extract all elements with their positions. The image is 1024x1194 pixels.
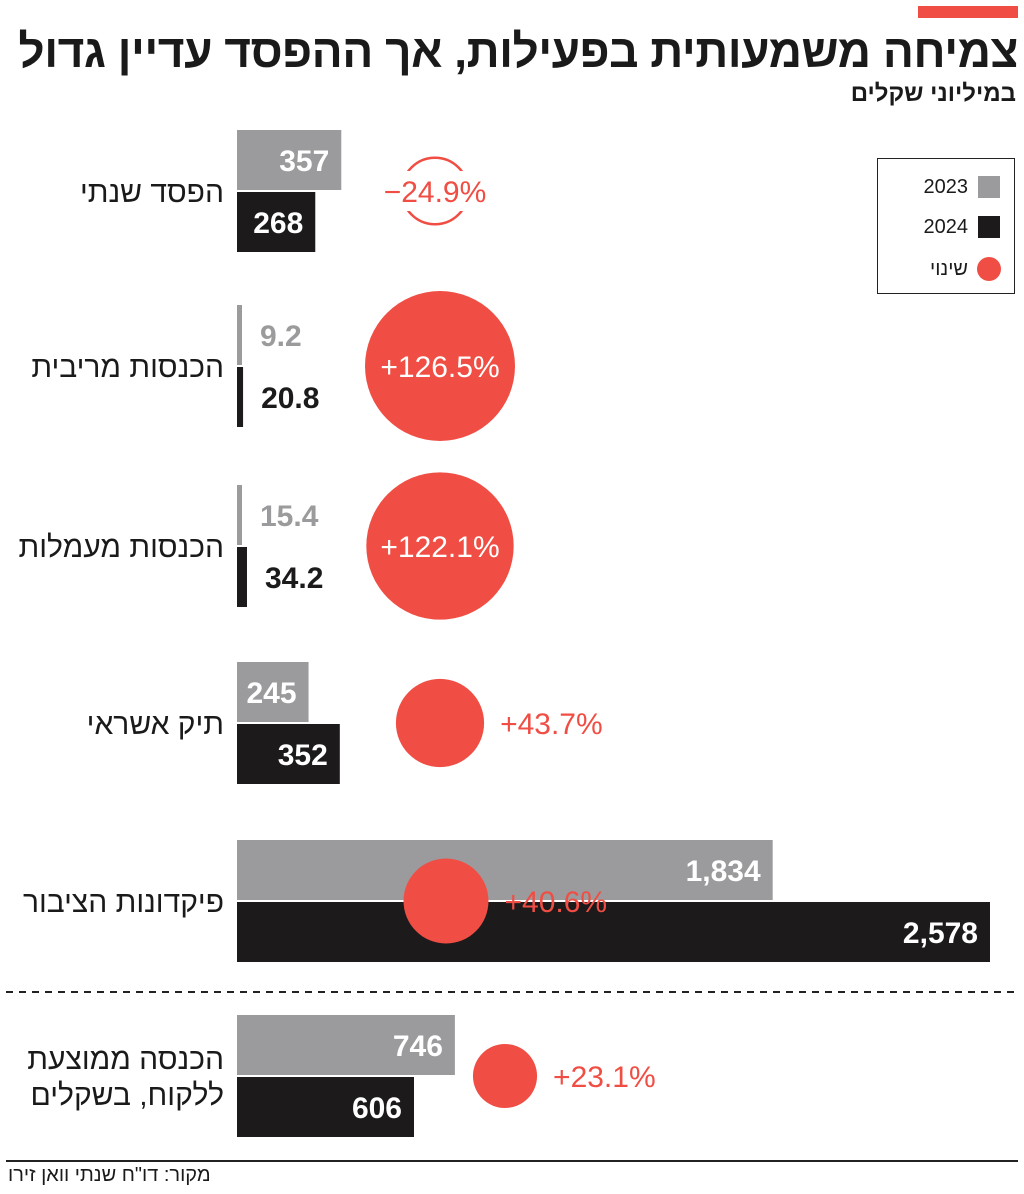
value-label-2024-3: 352 [278,739,328,772]
source-note: מקור: דו"ח שנתי וואן זירו [8,1164,211,1186]
legend-label-2024: 2024 [923,216,969,238]
bar-2024-1 [237,367,244,427]
bar-2023-0 [237,130,342,190]
value-label-2024-1: 20.8 [261,382,319,415]
bar-2024-0 [237,192,316,252]
bar-2023-4 [237,840,773,900]
footer-rule [6,1160,1018,1162]
change-label-1: +126.5% [380,351,499,384]
change-circle-4 [403,858,489,944]
chart-subtitle: במיליוני שקלים [850,80,1016,107]
value-label-2023-3: 245 [246,677,296,710]
bar-2023-3 [237,662,309,722]
bar-2024-4 [237,902,990,962]
change-label-4: +40.6% [504,886,607,919]
category-label-4: פיקדונות הציבור [23,886,224,919]
legend-swatch-2023 [978,176,1000,198]
bar-2024-2 [237,547,247,607]
bar-2024-3 [237,724,340,784]
value-label-2023-1: 9.2 [260,320,302,353]
change-label-5: +23.1% [553,1061,656,1094]
legend-item-2023: 2023 [878,173,1014,203]
category-label-2: הכנסות מעמלות [19,531,224,564]
change-label-3: +43.7% [500,708,603,741]
value-label-2024-4: 2,578 [903,917,978,950]
value-label-2023-5: 746 [393,1030,443,1063]
legend-swatch-2024 [978,216,1000,238]
change-label-0: −24.9% [384,176,487,209]
legend-label-change: שינוי [930,258,968,280]
chart-title: צמיחה משמעותית בפעילות, אך ההפסד עדיין ג… [18,25,1018,77]
category-label-5-line1: ללקוח, בשקלים [31,1079,224,1112]
bar-2023-2 [237,485,242,545]
value-label-2023-4: 1,834 [686,855,761,888]
change-circle-3 [395,678,485,768]
bar-2024-5 [237,1077,415,1137]
legend-label-2023: 2023 [923,176,969,198]
change-label-mask-0 [377,171,493,211]
category-label-3: תיק אשראי [87,708,224,741]
change-circle-1 [365,291,515,441]
bar-2023-5 [237,1015,455,1075]
accent-bar [918,6,1018,18]
legend-swatch-change [977,257,1001,281]
bar-2023-1 [237,305,242,365]
value-label-2023-0: 357 [279,145,329,178]
value-label-2024-2: 34.2 [265,562,323,595]
legend-item-2024: 2024 [878,213,1014,243]
legend-item-change: שינוי [878,255,1014,285]
category-label-5-line0: הכנסה ממוצעת [27,1043,224,1076]
value-label-2024-0: 268 [253,207,303,240]
category-label-0: הפסד שנתי [80,176,224,209]
change-circle-5 [472,1043,538,1109]
category-label-1: הכנסות מריבית [31,351,224,384]
change-label-2: +122.1% [380,531,499,564]
change-circle-2 [366,472,514,620]
value-label-2024-5: 606 [352,1092,402,1125]
legend: 2023 2024 שינוי [877,158,1015,294]
value-label-2023-2: 15.4 [260,500,319,533]
